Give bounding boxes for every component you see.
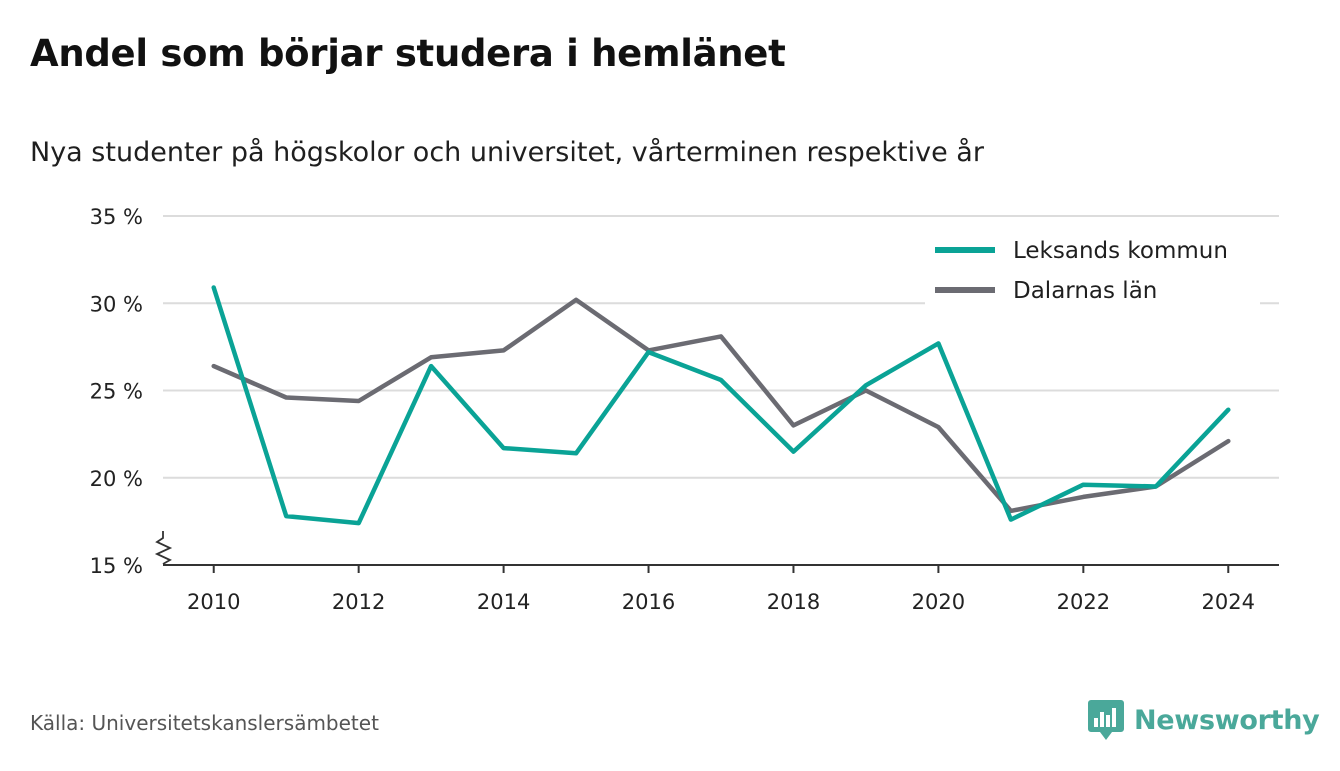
x-tick-label: 2014 [477,590,530,614]
x-tick-label: 2016 [622,590,675,614]
brand-logo: Newsworthy [1088,698,1320,742]
y-tick-label: 15 % [90,554,143,578]
x-tick-label: 2018 [767,590,820,614]
legend-background [925,228,1260,312]
legend-label: Leksands kommun [1013,238,1228,264]
legend-label: Dalarnas län [1013,278,1157,304]
y-tick-label: 30 % [90,292,143,316]
y-tick-label: 35 % [90,205,143,229]
brand-name: Newsworthy [1134,704,1320,736]
y-tick-label: 20 % [90,467,143,491]
series-line-leksands-kommun [211,285,1231,526]
x-tick-label: 2022 [1057,590,1110,614]
x-tick-label: 2010 [187,590,240,614]
line-chart: 15 % 20 % 25 % 30 % 35 % 2010 2012 2014 2016 2018… [90,205,1279,614]
x-tick-label: 2024 [1202,590,1255,614]
y-axis-break [154,531,173,565]
x-tick-label: 2012 [332,590,385,614]
chart-subtitle: Nya studenter på högskolor och universit… [30,137,984,168]
x-tick-label: 2020 [912,590,965,614]
y-tick-label: 25 % [90,380,143,404]
source-note: Källa: Universitetskanslersämbetet [30,711,379,735]
newsworthy-logo-icon [1088,700,1124,740]
chart-title: Andel som börjar studera i hemlänet [30,32,786,75]
series-line-dalarnas-lan [211,297,1231,514]
